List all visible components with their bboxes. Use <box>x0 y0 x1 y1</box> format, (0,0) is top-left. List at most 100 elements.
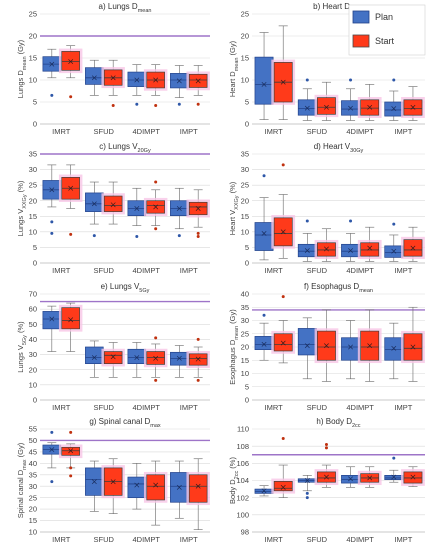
box-start-sfud <box>314 81 339 121</box>
mean-marker <box>348 344 353 350</box>
x-tick-label: 4DIMPT <box>346 266 374 275</box>
outlier-point <box>69 232 73 236</box>
x-tick-label: 4DIMPT <box>132 266 160 275</box>
box-plan-4dimpt <box>341 466 360 488</box>
x-tick-label: IMRT <box>265 127 284 136</box>
y-tick-label: 15 <box>29 54 37 63</box>
box-halo <box>143 197 168 216</box>
box-start-sfud <box>101 458 125 514</box>
outlier-point <box>154 104 158 108</box>
y-axis-label: Lungs V5Gy (%) <box>16 321 28 373</box>
x-tick-label: 4DIMPT <box>132 127 160 136</box>
y-tick-label: 30 <box>29 165 37 174</box>
y-tick-label: 108 <box>236 442 249 451</box>
outlier-point <box>50 480 54 484</box>
outlier-point <box>135 102 139 106</box>
box-plan-impt <box>170 187 189 238</box>
box-iqr <box>254 56 274 105</box>
y-axis-label: Body D2cc (%) <box>228 457 240 504</box>
mean-marker <box>280 484 286 490</box>
box-plan-sfud <box>297 78 317 121</box>
x-tick-label: 4DIMPT <box>346 535 374 544</box>
box-start-impt <box>401 86 425 121</box>
mean-marker <box>324 246 329 252</box>
mean-marker <box>261 230 267 236</box>
mean-marker <box>134 77 140 83</box>
mean-marker <box>49 187 55 193</box>
y-tick-label: 20 <box>29 505 37 514</box>
x-tick-label: SFUD <box>94 127 115 136</box>
panel-title: d) Heart V30Gy <box>314 142 364 154</box>
box-plan-imrt <box>254 32 274 120</box>
mean-marker <box>68 59 74 64</box>
box-start-imrt <box>58 430 83 478</box>
legend-plan-label: Plan <box>375 12 393 22</box>
y-tick-label: 40 <box>29 335 37 344</box>
box-halo <box>143 348 168 368</box>
y-tick-label: 25 <box>241 329 249 338</box>
box-halo <box>357 239 382 259</box>
box-plan-impt <box>384 456 404 483</box>
box-plan-imrt <box>254 485 274 497</box>
mean-marker <box>261 81 267 87</box>
panels: 0 5 10 15 20 25 a) Lungs Dmean Lungs Dmean (Gy)… <box>16 2 425 544</box>
x-tick-label: IMRT <box>52 403 71 412</box>
mean-marker <box>348 476 353 482</box>
box-start-imrt <box>271 436 296 498</box>
y-tick-label: 25 <box>29 181 37 190</box>
box-plan-sfud <box>297 317 317 380</box>
mean-marker <box>367 343 373 349</box>
box-halo <box>143 471 168 503</box>
mean-marker <box>304 248 310 253</box>
y-tick-label: 30 <box>241 165 249 174</box>
box-iqr <box>360 242 380 257</box>
box-plan-impt <box>384 78 404 121</box>
y-tick-label: 5 <box>245 243 249 252</box>
box-start-imrt <box>58 164 83 236</box>
y-tick-label: 30 <box>29 482 37 491</box>
mean-marker <box>261 341 267 347</box>
y-tick-label: 20 <box>29 196 37 205</box>
y-tick-label: 35 <box>29 470 37 479</box>
y-axis-label: Heart VXXGy (%) <box>228 181 240 235</box>
outlier-point <box>154 180 158 184</box>
box-halo <box>314 469 339 486</box>
mean-marker <box>176 206 182 211</box>
y-tick-label: 15 <box>29 212 37 221</box>
mean-marker <box>410 104 416 110</box>
panel-a: 0 5 10 15 20 25 a) Lungs Dmean Lungs Dmean (Gy)… <box>16 2 210 136</box>
box-iqr <box>85 67 104 85</box>
box-start-sfud <box>101 342 125 378</box>
x-tick-label: IMPT <box>180 127 198 136</box>
x-tick-label: IMPT <box>180 403 198 412</box>
outlier-point <box>50 220 54 224</box>
box-plan-4dimpt <box>127 463 147 510</box>
mean-marker <box>49 316 55 322</box>
outlier-point <box>154 227 158 231</box>
outlier-point <box>196 337 200 341</box>
box-plan-impt <box>170 460 189 519</box>
outlier-point <box>349 78 353 82</box>
x-tick-label: SFUD <box>307 266 328 275</box>
mean-marker <box>391 474 397 480</box>
legend-plan-swatch <box>352 10 370 24</box>
box-plan-impt <box>384 322 404 380</box>
x-tick-label: SFUD <box>94 266 115 275</box>
box-iqr <box>297 328 317 356</box>
y-tick-label: 35 <box>29 150 37 159</box>
outlier-point <box>69 430 73 434</box>
y-tick-label: 5 <box>33 98 37 107</box>
x-tick-label: SFUD <box>307 403 328 412</box>
x-tick-label: IMPT <box>394 403 412 412</box>
y-tick-label: 20 <box>29 32 37 41</box>
box-halo <box>58 444 83 459</box>
mean-marker <box>410 245 416 251</box>
mean-marker <box>68 448 74 454</box>
box-start-sfud <box>314 309 339 382</box>
box-iqr <box>61 446 80 456</box>
box-iqr <box>85 346 104 365</box>
panel-e: 0 10 20 30 40 50 60 70 e) Lungs V5Gy Lungs V5Gy (… <box>16 282 210 412</box>
outlier-point <box>305 496 309 500</box>
box-plan-sfud <box>85 460 104 512</box>
